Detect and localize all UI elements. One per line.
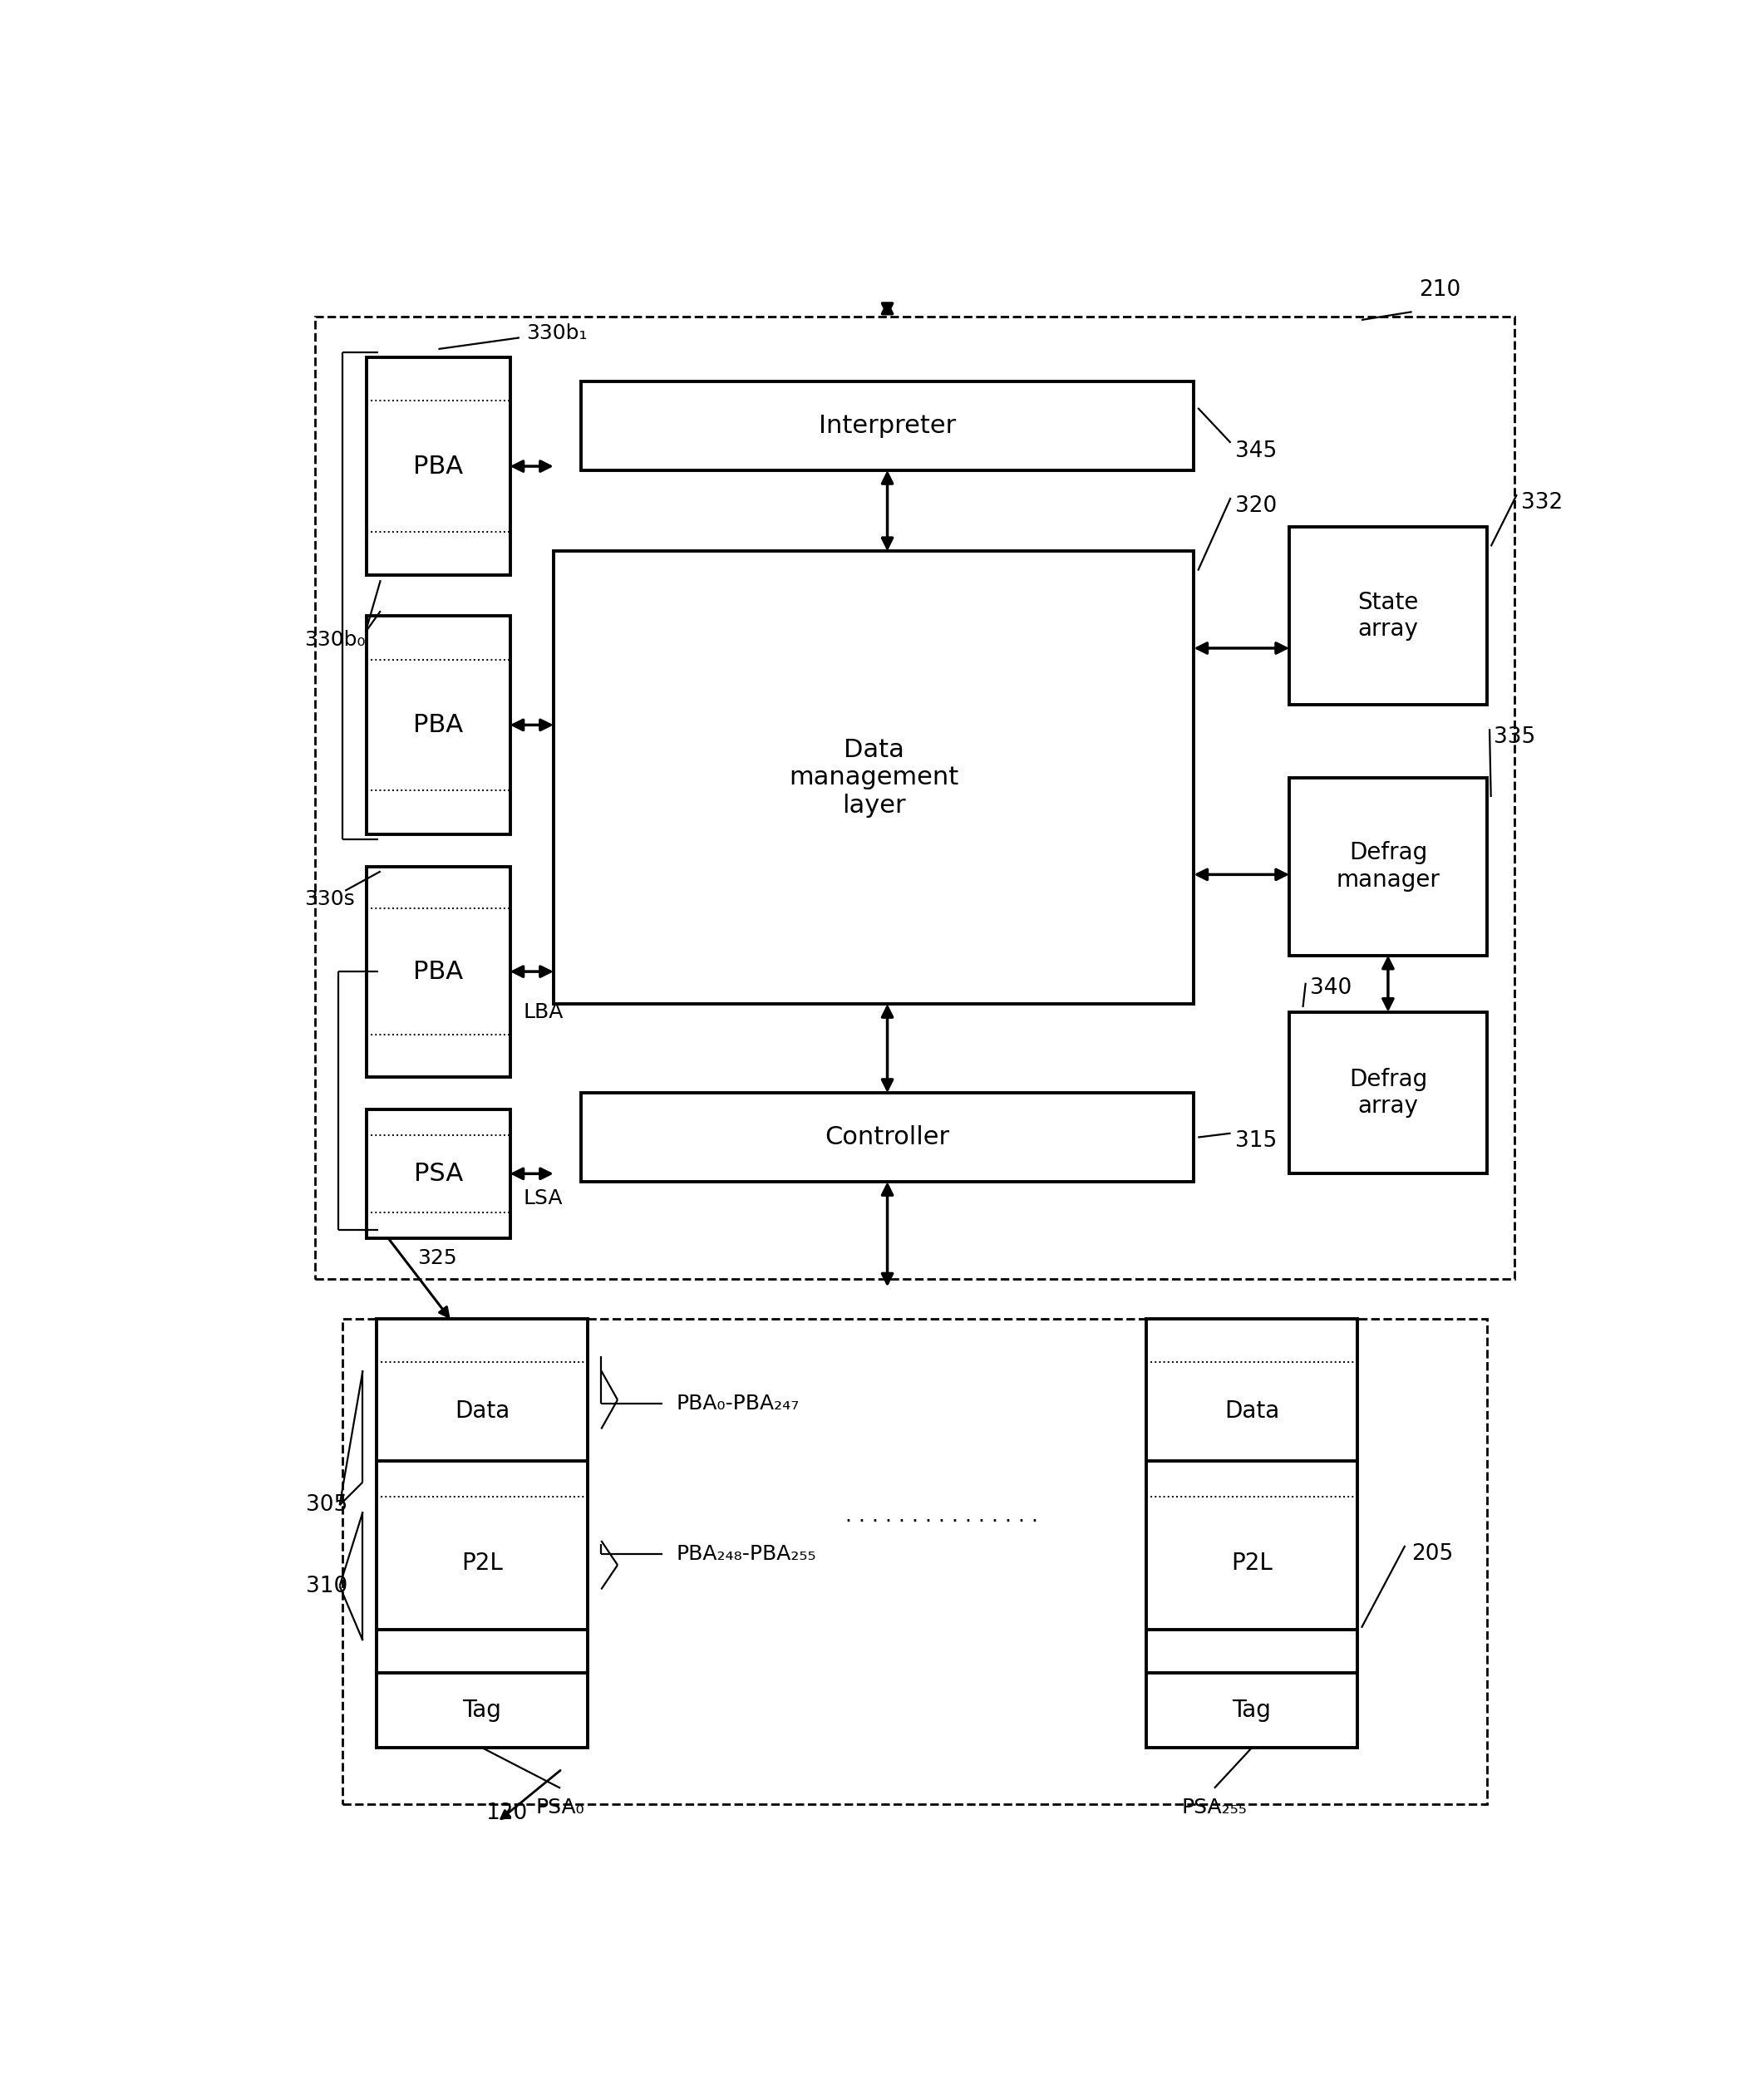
Bar [1146, 1319, 1357, 1747]
Bar [343, 1319, 1487, 1804]
Bar [580, 1092, 1194, 1182]
Text: PBA: PBA [413, 960, 464, 983]
Text: PSA: PSA [413, 1161, 462, 1186]
Bar [1289, 527, 1487, 706]
Text: · · · · · · · · · · · · · · ·: · · · · · · · · · · · · · · · [846, 1512, 1039, 1531]
Text: Controller: Controller [825, 1126, 949, 1149]
Text: P2L: P2L [461, 1552, 503, 1575]
Text: Defrag
array: Defrag array [1348, 1067, 1427, 1117]
Text: Data: Data [455, 1401, 510, 1424]
Text: PBA: PBA [413, 454, 464, 479]
Text: 340: 340 [1310, 976, 1352, 998]
Text: 332: 332 [1521, 491, 1563, 512]
Text: 325: 325 [417, 1247, 457, 1268]
Text: 330b₀: 330b₀ [304, 630, 366, 651]
Text: PBA₀-PBA₂₄₇: PBA₀-PBA₂₄₇ [677, 1392, 800, 1413]
Bar [1289, 1012, 1487, 1174]
Text: 315: 315 [1234, 1130, 1276, 1153]
Bar [367, 867, 510, 1077]
Text: PSA₂₅₅: PSA₂₅₅ [1181, 1798, 1246, 1816]
Text: 330b₁: 330b₁ [526, 323, 587, 342]
Text: 120: 120 [485, 1802, 527, 1823]
Text: Interpreter: Interpreter [819, 414, 956, 439]
Text: 305: 305 [306, 1495, 348, 1516]
Text: 320: 320 [1234, 496, 1276, 517]
Bar [315, 317, 1514, 1279]
Text: Defrag
manager: Defrag manager [1336, 842, 1440, 892]
Bar [376, 1319, 587, 1747]
Text: Data: Data [1224, 1401, 1280, 1424]
Text: Data
management
layer: Data management layer [789, 737, 958, 817]
Bar [367, 1109, 510, 1239]
Text: 330s: 330s [304, 888, 355, 909]
Text: 210: 210 [1419, 279, 1461, 300]
Bar [554, 550, 1194, 1004]
Text: PSA₀: PSA₀ [536, 1798, 585, 1816]
Text: State
array: State array [1357, 590, 1419, 640]
Text: P2L: P2L [1231, 1552, 1273, 1575]
Text: 335: 335 [1494, 727, 1535, 748]
Text: LBA: LBA [524, 1002, 564, 1023]
Bar [580, 382, 1194, 470]
Text: Tag: Tag [1232, 1699, 1271, 1722]
Text: Tag: Tag [462, 1699, 501, 1722]
Bar [367, 615, 510, 834]
Bar [367, 357, 510, 575]
Text: PBA₂₄₈-PBA₂₅₅: PBA₂₄₈-PBA₂₅₅ [677, 1544, 816, 1564]
Text: 345: 345 [1234, 441, 1276, 462]
Bar [1289, 777, 1487, 956]
Text: LSA: LSA [524, 1189, 563, 1207]
Text: 310: 310 [306, 1575, 348, 1596]
Text: PBA: PBA [413, 712, 464, 737]
Text: 205: 205 [1412, 1544, 1454, 1564]
